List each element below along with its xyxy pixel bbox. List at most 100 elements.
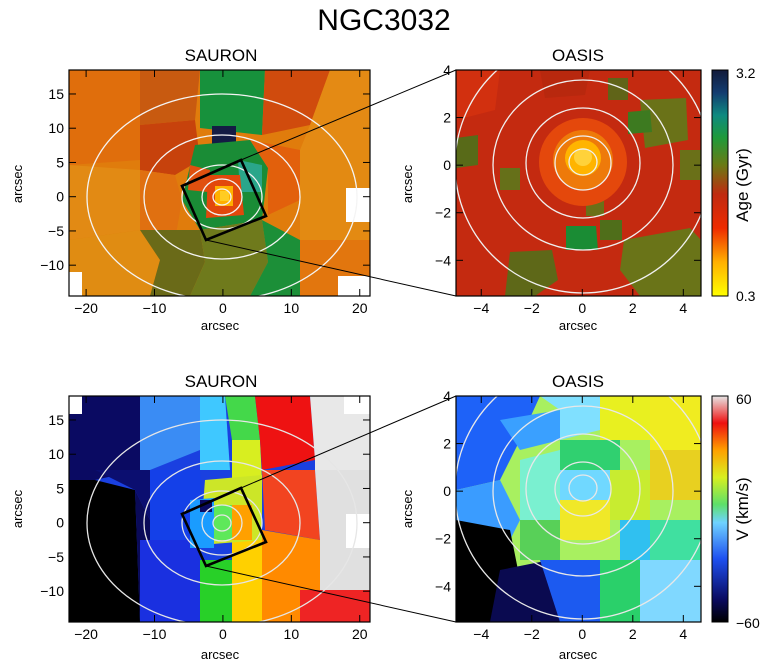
colorbar-min-label: −60 xyxy=(736,615,760,631)
panel-title: OASIS xyxy=(552,372,604,391)
y-tick-label: 0 xyxy=(56,189,64,205)
masked-region xyxy=(338,276,370,296)
isophote-contours xyxy=(86,419,358,622)
plot-frame xyxy=(455,395,702,623)
axis-ticks xyxy=(69,70,370,296)
y-tick-label: 5 xyxy=(56,154,64,170)
panel-title: SAURON xyxy=(185,46,258,65)
velocity-cell xyxy=(540,396,600,440)
velocity-cell xyxy=(600,396,650,440)
age-cell xyxy=(140,120,200,175)
y-tick-label: −2 xyxy=(435,205,451,221)
age-cell xyxy=(69,165,140,240)
y-axis-label: arcsec xyxy=(10,489,25,528)
age-cell xyxy=(540,70,590,98)
x-tick-label: −20 xyxy=(74,626,98,642)
age-cell xyxy=(200,70,265,135)
x-axis-label: arcsec xyxy=(201,647,240,662)
y-axis-label: arcsec xyxy=(400,164,415,203)
age-cell xyxy=(140,230,205,296)
zoom-connector-lines xyxy=(205,69,457,297)
velocity-cell xyxy=(650,396,701,450)
age-cell xyxy=(69,230,160,296)
age-core xyxy=(574,148,592,166)
tick-labels: −4 −2 0 2 4 −4 −2 0 2 4 xyxy=(435,62,687,316)
y-tick-label: −5 xyxy=(48,549,64,565)
age-cell xyxy=(505,250,558,296)
x-tick-label: 20 xyxy=(352,626,368,642)
y-tick-label: 0 xyxy=(443,157,451,173)
x-tick-label: −10 xyxy=(143,626,167,642)
x-axis-label: arcsec xyxy=(559,647,598,662)
age-cell xyxy=(300,70,370,150)
age-cell xyxy=(608,78,628,100)
velocity-cell xyxy=(225,396,260,440)
velocity-cell xyxy=(300,590,370,622)
x-tick-label: 0 xyxy=(219,300,227,316)
velocity-cell xyxy=(560,500,610,540)
velocity-cell xyxy=(620,520,650,560)
masked-region xyxy=(344,396,370,414)
y-tick-label: −10 xyxy=(40,257,64,273)
age-cell xyxy=(600,220,622,240)
velocity-cell xyxy=(610,470,650,520)
velocity-cell xyxy=(69,396,140,480)
y-tick-label: 2 xyxy=(443,436,451,452)
y-tick-label: 10 xyxy=(48,446,64,462)
x-tick-label: 4 xyxy=(679,626,687,642)
axis-ticks xyxy=(456,395,701,622)
heatmap-area xyxy=(456,70,701,296)
heatmap-area xyxy=(456,396,701,622)
x-tick-label: 2 xyxy=(629,300,637,316)
y-axis-label: arcsec xyxy=(10,164,25,203)
velocity-cell xyxy=(650,450,701,500)
masked-region xyxy=(346,188,370,222)
panel-sauron-velocity: SAURON xyxy=(10,372,371,662)
age-cell xyxy=(566,226,598,250)
zoom-box xyxy=(180,486,268,568)
zoom-box xyxy=(180,158,268,242)
colorbar-max-label: 60 xyxy=(736,391,752,407)
y-tick-label: 5 xyxy=(56,480,64,496)
age-cell xyxy=(220,191,229,201)
velocity-cell xyxy=(200,560,232,622)
y-tick-label: 0 xyxy=(443,483,451,499)
age-cell xyxy=(250,220,300,296)
y-tick-label: −10 xyxy=(40,583,64,599)
heatmap-area xyxy=(69,70,370,296)
heatmap-area xyxy=(69,396,370,622)
colorbar xyxy=(711,395,729,623)
age-cell xyxy=(238,160,262,192)
y-tick-label: 15 xyxy=(48,412,64,428)
velocity-cell xyxy=(310,396,370,470)
velocity-cell xyxy=(500,410,560,450)
x-axis-label: arcsec xyxy=(559,318,598,333)
y-tick-label: 0 xyxy=(56,515,64,531)
velocity-cell xyxy=(520,520,560,560)
y-tick-label: −4 xyxy=(435,252,451,268)
velocity-cell xyxy=(600,560,640,622)
colorbar-label: V (km/s) xyxy=(733,477,752,540)
x-tick-label: −2 xyxy=(524,626,540,642)
velocity-cell xyxy=(140,540,200,622)
age-cell xyxy=(69,70,140,165)
velocity-cell xyxy=(640,560,701,622)
y-axis-label: arcsec xyxy=(400,489,415,528)
velocity-cell xyxy=(232,530,262,622)
plot-frame xyxy=(68,395,371,623)
y-tick-label: −2 xyxy=(435,531,451,547)
axis-ticks xyxy=(456,69,701,296)
plot-frame xyxy=(68,69,371,297)
velocity-cell xyxy=(560,470,610,500)
x-tick-label: −2 xyxy=(524,300,540,316)
colorbar-label: Age (Gyr) xyxy=(733,148,752,222)
x-tick-label: 2 xyxy=(629,626,637,642)
isophote-contours xyxy=(86,93,358,296)
zoom-connector-lines xyxy=(205,395,457,623)
x-tick-label: −10 xyxy=(143,300,167,316)
y-tick-label: 4 xyxy=(443,388,451,404)
colorbar xyxy=(711,69,729,297)
x-tick-label: 0 xyxy=(578,626,586,642)
isophote-contours xyxy=(456,396,701,620)
